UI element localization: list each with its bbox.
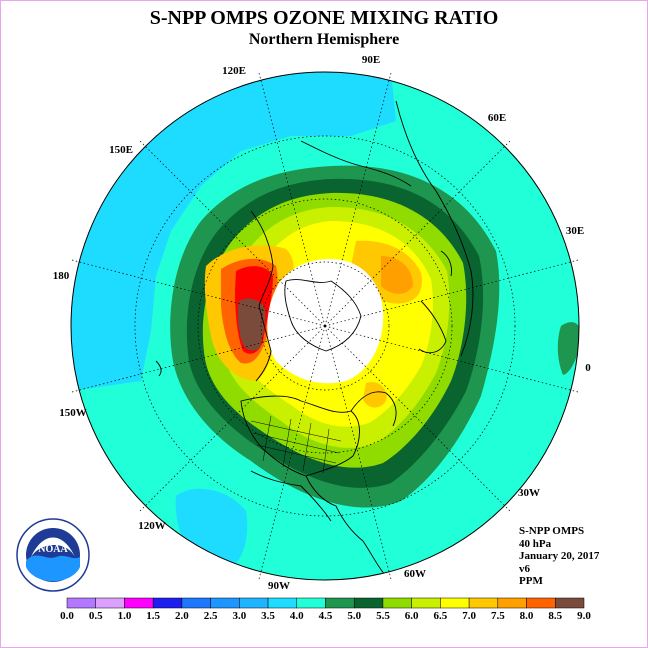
lon-label-150w: 150W [59, 407, 87, 419]
lon-label-90w: 90W [268, 580, 290, 592]
colorbar-tick-label: 8.5 [548, 610, 562, 622]
colorbar-segment [210, 597, 240, 609]
colorbar-segment [526, 597, 556, 609]
lon-label-60w: 60W [404, 568, 426, 580]
political-boundaries [250, 415, 342, 474]
colorbar-segment [181, 597, 211, 609]
colorbar-segment [497, 597, 527, 609]
map-border [70, 71, 580, 581]
lon-label-60e: 60E [488, 112, 506, 124]
colorbar-segment [325, 597, 355, 609]
colorbar-tick-label: 6.5 [434, 610, 448, 622]
colorbar-tick-label: 1.5 [146, 610, 160, 622]
colorbar-segment [124, 597, 154, 609]
product-info: S-NPP OMPS 40 hPa January 20, 2017 v6 PP… [519, 525, 599, 588]
info-pressure: 40 hPa [519, 537, 552, 550]
colorbar-tick-label: 7.5 [491, 610, 505, 622]
lon-label-30w: 30W [518, 487, 540, 499]
colorbar-tick-label: 5.0 [347, 610, 361, 622]
colorbar-tick-label: 4.5 [319, 610, 333, 622]
lon-label-120e: 120E [222, 65, 246, 77]
lon-label-30e: 30E [566, 225, 584, 237]
colorbar-segment [555, 597, 585, 609]
ozone-field-35to4-south [175, 488, 248, 576]
info-version: v6 [519, 562, 530, 575]
map-subtitle: Northern Hemisphere [248, 31, 400, 48]
colorbar-segment [440, 597, 470, 609]
ozone-field-75to8-east [381, 256, 413, 294]
ozone-field-35to4-west [71, 72, 396, 391]
colorbar-tick-label: 9.0 [577, 610, 591, 622]
info-date: January 20, 2017 [519, 550, 600, 562]
lon-label-0: 0 [585, 362, 591, 374]
colorbar: 0.0 0.5 1.0 1.5 2.0 2.5 3.0 3.5 4.0 4.5 5.0 5.5 6.0 6… [60, 597, 591, 622]
lon-label-150e: 150E [109, 144, 133, 156]
lon-label-180: 180 [53, 270, 70, 282]
noaa-logo-text: NOAA [38, 544, 68, 555]
colorbar-tick-label: 1.0 [118, 610, 132, 622]
colorbar-tick-label: 6.0 [405, 610, 419, 622]
ozone-field-85to9 [237, 298, 266, 351]
colorbar-segment [353, 597, 384, 609]
coastlines [155, 100, 474, 580]
info-units: PPM [519, 575, 543, 587]
colorbar-tick-label: 5.5 [376, 610, 390, 622]
colorbar-tick-label: 0.0 [60, 610, 74, 622]
colorbar-tick-label: 3.5 [261, 610, 275, 622]
graticule [71, 72, 579, 580]
colorbar-tick-label: 3.0 [232, 610, 246, 622]
ozone-field-45to5-edge [557, 322, 579, 375]
colorbar-segment [66, 597, 96, 609]
colorbar-segment [267, 597, 298, 609]
colorbar-segment [411, 597, 441, 609]
longitude-labels: 90E 120E 60E 150E 30E 180 0 150W 30W 120… [53, 54, 592, 592]
colorbar-segment [468, 597, 499, 609]
colorbar-tick-label: 2.5 [204, 610, 218, 622]
colorbar-segment [296, 597, 326, 609]
lon-label-120w: 120W [138, 520, 166, 532]
lon-label-90e: 90E [362, 54, 380, 66]
colorbar-segment [95, 597, 125, 609]
info-instrument: S-NPP OMPS [519, 525, 585, 537]
colorbar-segment [239, 597, 269, 609]
colorbar-segment [382, 597, 412, 609]
ozone-field-7to75-south [363, 382, 387, 408]
map-title: S-NPP OMPS OZONE MIXING RATIO [149, 7, 499, 29]
colorbar-tick-label: 0.5 [89, 610, 103, 622]
colorbar-segment [152, 597, 183, 609]
colorbar-tick-label: 4.0 [290, 610, 304, 622]
polar-night-no-data [267, 259, 384, 384]
colorbar-tick-label: 7.0 [462, 610, 476, 622]
polar-stereographic-map [71, 72, 579, 580]
colorbar-tick-label: 8.0 [520, 610, 534, 622]
colorbar-tick-label: 2.0 [175, 610, 189, 622]
noaa-logo: NOAA [16, 518, 90, 592]
